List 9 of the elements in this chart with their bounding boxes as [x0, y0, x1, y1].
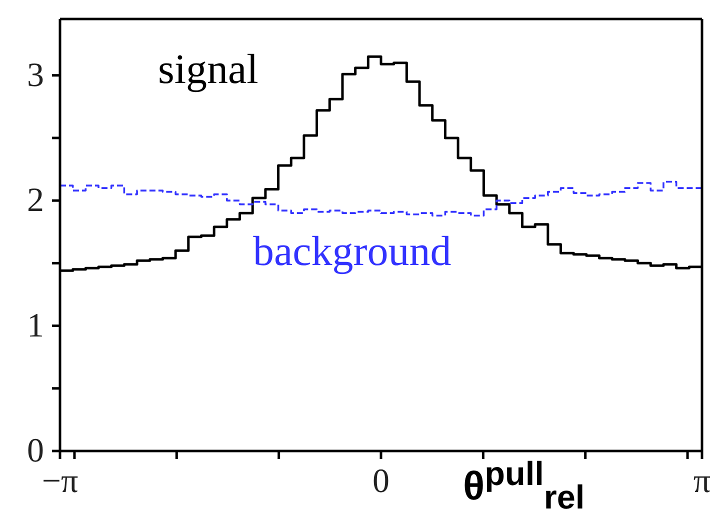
y-tick-label: 3	[27, 56, 44, 94]
x-tick-label: π	[693, 463, 711, 500]
x-tick-label: −π	[42, 463, 78, 500]
series-label: background	[253, 228, 452, 276]
y-tick-label: 2	[27, 182, 44, 220]
x-tick-label: 0	[372, 463, 390, 500]
y-tick-label: 0	[27, 432, 44, 470]
series-label: signal	[158, 46, 258, 94]
y-tick-label: 1	[27, 307, 44, 344]
